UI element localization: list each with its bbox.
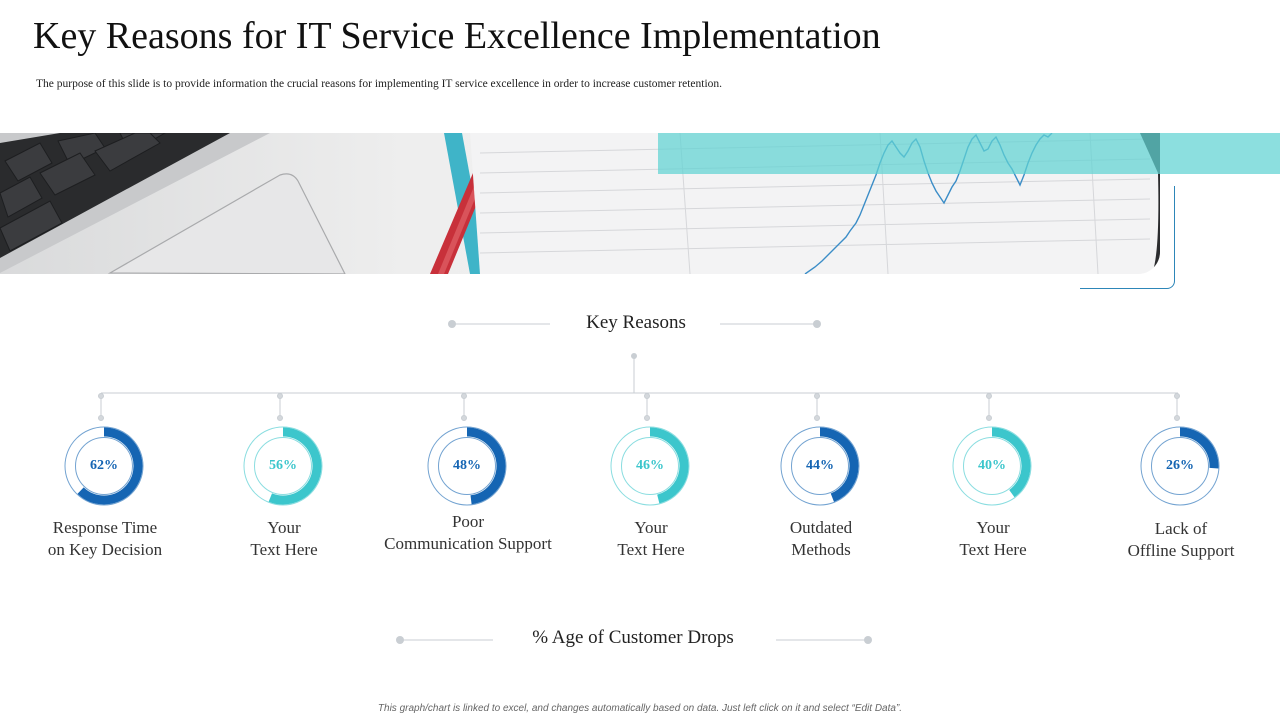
donut-arc	[65, 427, 143, 505]
donut-svg	[952, 426, 1032, 506]
category-label-line: Text Here	[250, 540, 318, 559]
donut-svg	[610, 426, 690, 506]
category-label-line: Poor	[451, 512, 485, 531]
category-label: Your Text Here	[551, 517, 751, 561]
connector-dot	[461, 415, 467, 421]
donut-outer-ring	[1140, 426, 1220, 506]
slide-title: Key Reasons for IT Service Excellence Im…	[33, 15, 881, 57]
banner-image	[0, 133, 1160, 274]
donut-value-label: 40%	[978, 458, 1006, 473]
donut-outer-ring	[243, 426, 323, 506]
footer-note: This graph/chart is linked to excel, and…	[377, 703, 903, 714]
donut-chart: 26%	[1138, 424, 1222, 508]
category-label: Your Text Here	[893, 517, 1093, 561]
category-label-line: Response Time	[52, 518, 158, 537]
donut-chart: 40%	[950, 424, 1034, 508]
donut-value-label: 44%	[806, 458, 834, 473]
donut-inner-ring	[75, 437, 133, 495]
category-label: Your Text Here	[184, 517, 384, 561]
connector-dot	[986, 393, 992, 399]
category-label-line: Your	[634, 518, 668, 537]
category-label: Lack of Offline Support	[1081, 518, 1280, 562]
donut-chart: 44%	[778, 424, 862, 508]
donut-inner-ring	[438, 437, 496, 495]
donut-value-label: 62%	[90, 458, 118, 473]
connector-dot	[1174, 393, 1180, 399]
donut-chart: 46%	[608, 424, 692, 508]
connector-dot	[98, 393, 104, 399]
connector-dot	[98, 415, 104, 421]
donut-chart: 56%	[241, 424, 325, 508]
donut-value-label: 56%	[269, 458, 297, 473]
donut-arc	[781, 427, 859, 505]
category-label-line: Your	[267, 518, 301, 537]
category-label-line: on Key Decision	[47, 540, 163, 559]
donut-inner-ring	[791, 437, 849, 495]
donut-arc	[244, 427, 322, 505]
donut-outer-ring	[427, 426, 507, 506]
connector-dot	[814, 393, 820, 399]
donut-outer-ring	[952, 426, 1032, 506]
category-label: Poor Communication Support	[368, 511, 568, 555]
category-label: Outdated Methods	[721, 517, 921, 561]
donut-inner-ring	[254, 437, 312, 495]
category-label-line: Offline Support	[1127, 541, 1235, 560]
category-label-line: Your	[976, 518, 1010, 537]
donut-chart: 62%	[62, 424, 146, 508]
connector-dot	[277, 415, 283, 421]
donut-svg	[64, 426, 144, 506]
donut-arc	[1141, 427, 1219, 505]
donut-arc	[611, 427, 689, 505]
donut-outer-ring	[64, 426, 144, 506]
category-label: Response Time on Key Decision	[5, 517, 205, 561]
donut-arc	[428, 427, 506, 505]
category-label-line: Communication Support	[384, 534, 552, 553]
connector-dot	[461, 393, 467, 399]
connector-dot	[1174, 415, 1180, 421]
connector-dot	[644, 393, 650, 399]
donut-chart: 48%	[425, 424, 509, 508]
category-label-line: Lack of	[1154, 519, 1208, 538]
connector-dot	[277, 393, 283, 399]
donut-outer-ring	[780, 426, 860, 506]
category-label-line: Methods	[791, 540, 851, 559]
donut-svg	[1140, 426, 1220, 506]
connector-dot	[814, 415, 820, 421]
decorative-outline	[1080, 186, 1175, 289]
donut-value-label: 26%	[1166, 458, 1194, 473]
customer-drops-heading: % Age of Customer Drops	[532, 627, 734, 648]
donut-inner-ring	[621, 437, 679, 495]
slide-subtitle: The purpose of this slide is to provide …	[36, 78, 723, 90]
category-label-line: Text Here	[959, 540, 1027, 559]
category-label-line: Text Here	[617, 540, 685, 559]
donut-arc	[953, 427, 1031, 505]
donut-outer-ring	[610, 426, 690, 506]
donut-svg	[243, 426, 323, 506]
donut-svg	[780, 426, 860, 506]
teal-accent-strip	[658, 133, 1280, 174]
donut-svg	[427, 426, 507, 506]
connector-dot	[644, 415, 650, 421]
donut-inner-ring	[1151, 437, 1209, 495]
key-reasons-heading: Key Reasons	[586, 312, 686, 333]
donut-value-label: 48%	[453, 458, 481, 473]
donut-inner-ring	[963, 437, 1021, 495]
category-label-line: Outdated	[789, 518, 853, 537]
donut-value-label: 46%	[636, 458, 664, 473]
connector-dot	[986, 415, 992, 421]
